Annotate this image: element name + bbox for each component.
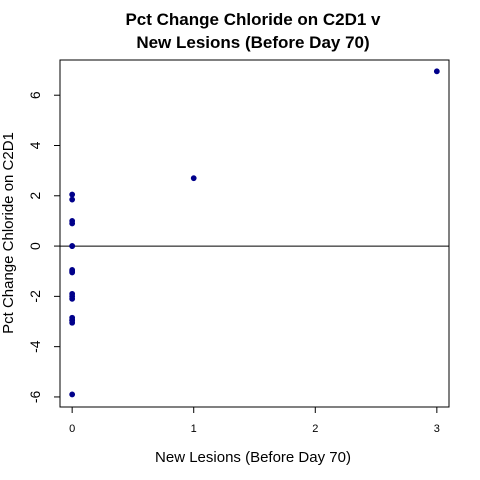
y-tick-label: 2 — [27, 192, 43, 200]
data-point — [69, 268, 76, 275]
y-tick-label: -6 — [27, 391, 43, 404]
y-tick-label: 0 — [27, 242, 43, 250]
y-tick-label: 6 — [27, 91, 43, 99]
data-point — [69, 391, 76, 398]
data-point — [69, 295, 76, 302]
y-axis-label: Pct Change Chloride on C2D1 — [0, 132, 17, 334]
y-tick-label: 4 — [27, 141, 43, 149]
data-point — [69, 243, 76, 249]
y-tick-label: -4 — [27, 340, 43, 353]
data-point — [433, 68, 440, 75]
data-point — [69, 191, 76, 198]
x-tick-label: 2 — [312, 423, 318, 435]
data-point — [69, 220, 76, 227]
y-tick-label: -2 — [27, 290, 43, 303]
x-tick-label: 1 — [191, 423, 197, 435]
x-axis-ticks: 0 1 2 3 — [69, 407, 440, 435]
chart-title-line-2: New Lesions (Before Day 70) — [136, 33, 369, 52]
data-points — [69, 68, 440, 398]
plot-area-border — [59, 59, 450, 408]
x-axis-label: New Lesions (Before Day 70) — [155, 449, 351, 466]
y-axis-ticks: -6 -4 -2 0 2 4 6 — [27, 91, 60, 403]
data-point — [190, 175, 197, 182]
data-point — [69, 317, 76, 324]
chart-title-line-1: Pct Change Chloride on C2D1 v — [125, 10, 381, 29]
data-point — [69, 196, 76, 203]
x-tick-label: 3 — [434, 423, 440, 435]
x-tick-label: 0 — [69, 423, 75, 435]
